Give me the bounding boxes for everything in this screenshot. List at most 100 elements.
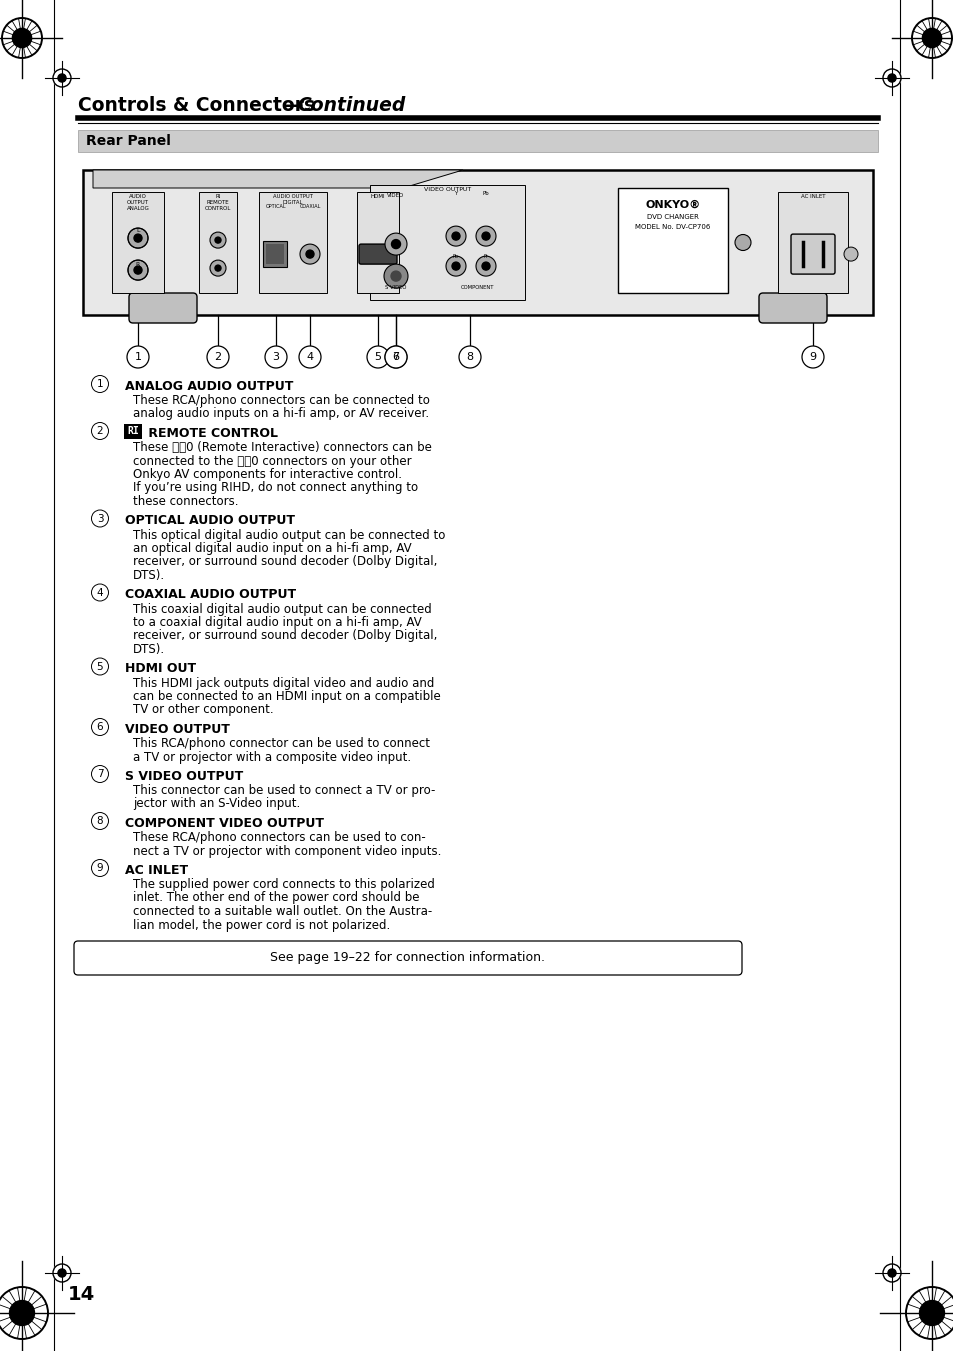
Circle shape — [58, 1269, 66, 1277]
Circle shape — [446, 257, 465, 276]
Circle shape — [91, 376, 109, 393]
Text: jector with an S-Video input.: jector with an S-Video input. — [132, 797, 300, 811]
Text: VIDEO OUTPUT: VIDEO OUTPUT — [424, 186, 471, 192]
Text: can be connected to an HDMI input on a compatible: can be connected to an HDMI input on a c… — [132, 690, 440, 703]
Text: AC INLET: AC INLET — [800, 195, 824, 199]
Text: Y: Y — [454, 190, 457, 196]
Circle shape — [214, 236, 221, 243]
Circle shape — [452, 232, 459, 240]
Circle shape — [53, 1265, 71, 1282]
FancyBboxPatch shape — [759, 293, 826, 323]
Circle shape — [882, 1265, 900, 1282]
FancyBboxPatch shape — [266, 245, 284, 263]
Circle shape — [2, 18, 42, 58]
Circle shape — [299, 245, 319, 263]
Circle shape — [214, 265, 221, 272]
Text: These Ⓡ␈0 (Remote Interactive) connectors can be: These Ⓡ␈0 (Remote Interactive) connector… — [132, 440, 432, 454]
Circle shape — [446, 226, 465, 246]
Text: COMPONENT: COMPONENT — [460, 285, 495, 290]
Text: 2: 2 — [214, 353, 221, 362]
Text: 2: 2 — [96, 426, 103, 436]
Text: 14: 14 — [68, 1286, 95, 1305]
Text: connected to a suitable wall outlet. On the Austra-: connected to a suitable wall outlet. On … — [132, 905, 432, 917]
Text: 8: 8 — [96, 816, 103, 825]
Text: RI
REMOTE
CONTROL: RI REMOTE CONTROL — [205, 195, 231, 211]
Text: 9: 9 — [96, 863, 103, 873]
Text: HDMI: HDMI — [371, 195, 385, 199]
Circle shape — [91, 509, 109, 527]
Circle shape — [58, 74, 66, 82]
Text: If you’re using RIHD, do not connect anything to: If you’re using RIHD, do not connect any… — [132, 481, 417, 494]
FancyBboxPatch shape — [370, 185, 525, 300]
Circle shape — [298, 346, 320, 367]
Text: RI: RI — [127, 427, 139, 436]
Circle shape — [385, 346, 407, 367]
Text: OPTICAL AUDIO OUTPUT: OPTICAL AUDIO OUTPUT — [125, 515, 294, 527]
Text: AUDIO OUTPUT
DIGITAL: AUDIO OUTPUT DIGITAL — [273, 195, 313, 205]
Text: COAXIAL: COAXIAL — [299, 204, 320, 209]
Circle shape — [12, 28, 31, 47]
Text: This HDMI jack outputs digital video and audio and: This HDMI jack outputs digital video and… — [132, 677, 434, 689]
FancyBboxPatch shape — [778, 192, 847, 293]
Circle shape — [384, 263, 408, 288]
Text: ANALOG AUDIO OUTPUT: ANALOG AUDIO OUTPUT — [125, 380, 294, 393]
Text: S VIDEO: S VIDEO — [385, 285, 406, 290]
FancyBboxPatch shape — [356, 192, 398, 293]
Text: 4: 4 — [306, 353, 314, 362]
Text: analog audio inputs on a hi-fi amp, or AV receiver.: analog audio inputs on a hi-fi amp, or A… — [132, 408, 429, 420]
Circle shape — [919, 1301, 943, 1325]
Text: 6: 6 — [392, 353, 399, 362]
Text: 3: 3 — [96, 513, 103, 523]
Circle shape — [905, 1288, 953, 1339]
Polygon shape — [92, 170, 462, 188]
Text: 3: 3 — [273, 353, 279, 362]
Text: VIDEO OUTPUT: VIDEO OUTPUT — [125, 723, 230, 736]
Text: these connectors.: these connectors. — [132, 494, 238, 508]
Circle shape — [481, 262, 490, 270]
Text: connected to the Ⓡ␈0 connectors on your other: connected to the Ⓡ␈0 connectors on your … — [132, 454, 411, 467]
Text: L: L — [136, 228, 139, 234]
Text: Pb: Pb — [453, 254, 458, 259]
FancyBboxPatch shape — [112, 192, 164, 293]
Circle shape — [306, 250, 314, 258]
Circle shape — [91, 719, 109, 735]
Text: 6: 6 — [96, 721, 103, 732]
Text: Rear Panel: Rear Panel — [86, 134, 171, 149]
Circle shape — [91, 658, 109, 676]
Circle shape — [452, 262, 459, 270]
Text: receiver, or surround sound decoder (Dolby Digital,: receiver, or surround sound decoder (Dol… — [132, 555, 436, 569]
FancyBboxPatch shape — [258, 192, 327, 293]
Circle shape — [207, 346, 229, 367]
Circle shape — [210, 232, 226, 249]
Text: Pr: Pr — [483, 254, 488, 259]
Text: COMPONENT VIDEO OUTPUT: COMPONENT VIDEO OUTPUT — [125, 817, 324, 830]
Text: Continued: Continued — [296, 96, 405, 115]
Circle shape — [481, 232, 490, 240]
Circle shape — [128, 261, 148, 280]
Circle shape — [911, 18, 951, 58]
Circle shape — [887, 74, 895, 82]
Text: VIDEO: VIDEO — [387, 193, 404, 199]
Circle shape — [0, 1288, 48, 1339]
Circle shape — [53, 69, 71, 86]
Text: TV or other component.: TV or other component. — [132, 704, 274, 716]
Circle shape — [385, 346, 407, 367]
Circle shape — [128, 228, 148, 249]
Text: 9: 9 — [808, 353, 816, 362]
Text: 5: 5 — [375, 353, 381, 362]
Text: DTS).: DTS). — [132, 643, 165, 657]
FancyBboxPatch shape — [358, 245, 396, 263]
Circle shape — [91, 859, 109, 877]
Text: DVD CHANGER: DVD CHANGER — [646, 213, 699, 220]
Circle shape — [458, 346, 480, 367]
Text: Onkyo AV components for interactive control.: Onkyo AV components for interactive cont… — [132, 467, 401, 481]
Text: nect a TV or projector with component video inputs.: nect a TV or projector with component vi… — [132, 844, 441, 858]
Circle shape — [476, 257, 496, 276]
Text: HDMI OUT: HDMI OUT — [125, 662, 196, 676]
Circle shape — [133, 266, 142, 274]
Text: Controls & Connectors: Controls & Connectors — [78, 96, 314, 115]
Text: 1: 1 — [96, 380, 103, 389]
Text: AUDIO
OUTPUT
ANALOG: AUDIO OUTPUT ANALOG — [127, 195, 150, 211]
Text: to a coaxial digital audio input on a hi-fi amp, AV: to a coaxial digital audio input on a hi… — [132, 616, 421, 630]
Text: ONKYO®: ONKYO® — [644, 200, 700, 209]
